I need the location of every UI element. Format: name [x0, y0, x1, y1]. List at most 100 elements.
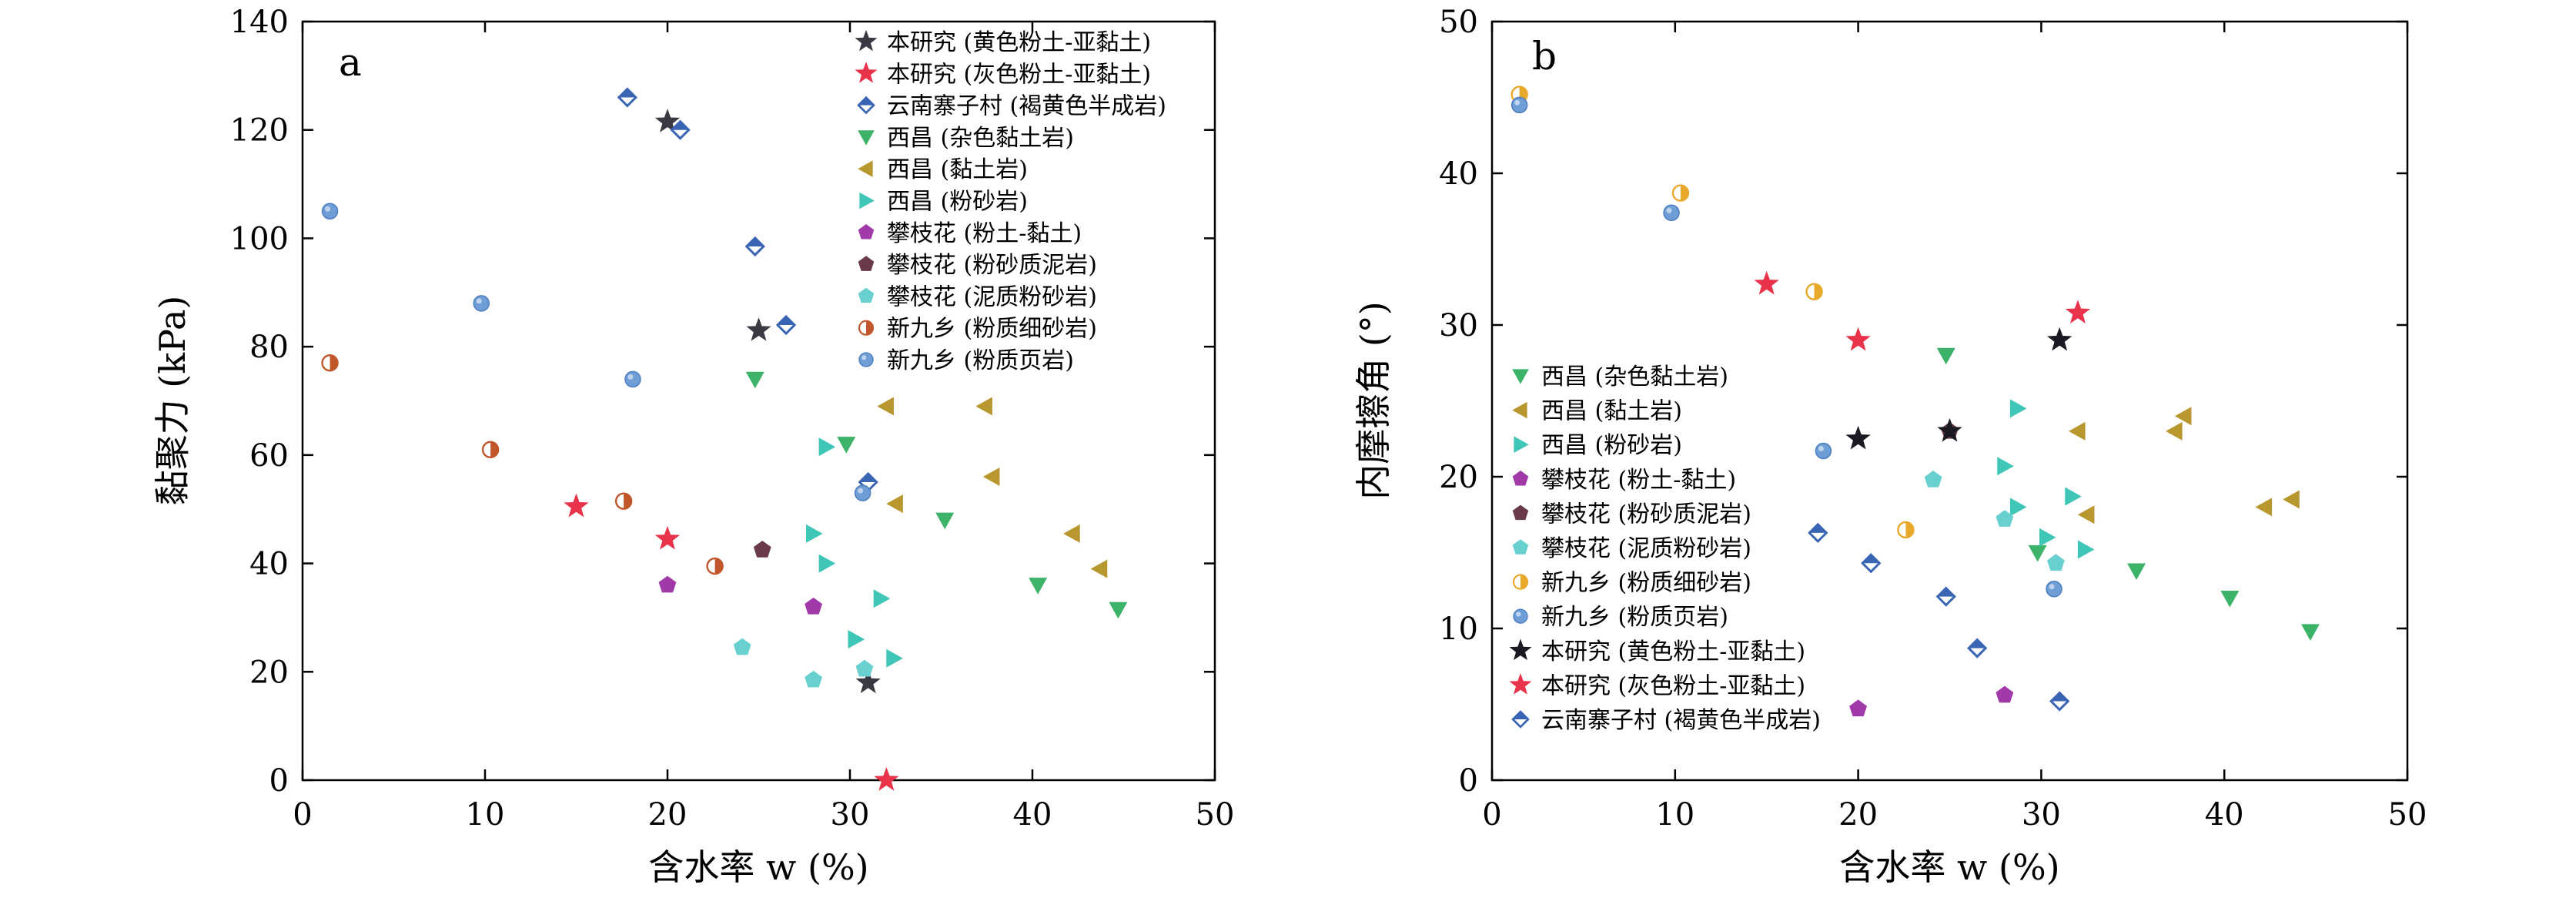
series-xc-clay	[2068, 407, 2300, 524]
legend-marker-xjx-silty-shale	[1513, 608, 1528, 624]
series-pzh-mud-silt	[733, 638, 874, 688]
legend-marker-pzh-silt-clay	[858, 224, 875, 240]
y-tick-label: 40	[249, 547, 289, 582]
y-tick-label: 0	[1459, 763, 1478, 799]
data-point-pzh-mud-silt	[855, 659, 874, 677]
data-point-xjx-silty-fine	[1671, 184, 1690, 202]
data-point-xc-silt	[873, 589, 891, 608]
y-tick-label: 60	[249, 438, 289, 474]
data-point-bys-yellow	[2047, 327, 2073, 351]
series-pzh-silt-clay	[658, 575, 823, 615]
data-point-pzh-mud-silt	[805, 670, 823, 688]
legend-marker-yn	[857, 95, 875, 115]
data-point-xc-silt	[2077, 540, 2095, 559]
series-xc-mixed	[745, 371, 1128, 619]
data-point-pzh-silt-clay	[805, 597, 823, 615]
legend: 本研究 (黄色粉土-亚黏土) 本研究 (灰色粉土-亚黏土) 云南寨子村 (褐黄色半成…	[855, 29, 1166, 374]
legend-label-yn: 云南寨子村 (褐黄色半成岩)	[1541, 707, 1821, 734]
legend-label-pzh-silty-mud: 攀枝花 (粉砂质泥岩)	[887, 252, 1097, 279]
series-xc-mixed	[1936, 347, 2320, 641]
data-point-xc-silt	[2065, 487, 2082, 506]
legend-label-xc-clay: 西昌 (黏土岩)	[1541, 398, 1682, 425]
data-point-xjx-silty-shale	[473, 295, 490, 312]
series-xjx-silty-shale	[321, 203, 871, 501]
plot-frame	[301, 20, 1216, 782]
legend-marker-xc-mixed	[858, 130, 875, 146]
legend-label-bys-yellow: 本研究 (黄色粉土-亚黏土)	[887, 29, 1151, 56]
data-point-xjx-silty-fine	[481, 441, 500, 459]
data-point-xc-clay	[877, 397, 894, 416]
data-point-xc-silt	[2039, 528, 2056, 547]
series-pzh-silt-clay	[1849, 685, 2014, 717]
data-point-xc-mixed	[2127, 563, 2146, 581]
legend-marker-yn	[1511, 710, 1530, 729]
x-tick-label: 40	[2205, 797, 2244, 833]
legend-label-xc-mixed: 西昌 (杂色黏土岩)	[887, 125, 1074, 152]
x-tick-label: 20	[1838, 797, 1878, 833]
series-xjx-silty-fine	[1510, 85, 1915, 539]
data-point-xjx-silty-fine	[614, 492, 633, 510]
data-point-xc-clay	[975, 397, 992, 416]
series-pzh-silty-mud	[753, 540, 771, 558]
panel-b-friction-angle-chart: 0 10 20 30 40 50 0 10 20 30 40 50 含水率 w (%) 内摩擦角 (°) b…	[1353, 5, 2427, 888]
data-point-bys-yellow	[855, 669, 881, 694]
data-point-xjx-silty-shale	[1815, 442, 1832, 460]
data-point-pzh-mud-silt	[1924, 470, 1942, 488]
legend-label-pzh-silt-clay: 攀枝花 (粉土-黏土)	[1541, 467, 1736, 494]
data-point-yn	[744, 236, 765, 257]
data-point-xjx-silty-fine	[321, 354, 339, 372]
legend-marker-xjx-silty-fine	[1512, 574, 1529, 590]
data-point-xjx-silty-shale	[854, 484, 871, 501]
data-point-bys-grey	[874, 767, 899, 791]
data-point-yn	[670, 119, 691, 140]
data-point-xc-mixed	[837, 437, 856, 454]
legend-label-xc-clay: 西昌 (黏土岩)	[887, 156, 1028, 183]
data-point-xc-mixed	[1109, 601, 1128, 619]
plot-frame	[1490, 20, 2409, 782]
series-yn	[617, 87, 878, 493]
series-yn	[1808, 522, 2070, 712]
data-point-xc-clay	[2077, 505, 2095, 524]
y-tick-label: 20	[1439, 460, 1478, 495]
data-point-xc-silt	[818, 554, 836, 573]
x-tick-label: 0	[1482, 797, 1501, 833]
data-point-pzh-silt-clay	[1849, 699, 1868, 717]
legend-label-pzh-mud-silt: 攀枝花 (泥质粉砂岩)	[887, 283, 1097, 310]
data-point-xc-clay	[2283, 490, 2300, 509]
data-point-bys-grey	[564, 493, 589, 518]
data-point-xc-mixed	[935, 512, 955, 530]
legend-marker-pzh-silty-mud	[1512, 504, 1529, 521]
panel-a-cohesion-chart: 0 10 20 30 40 50 0 20 40 60 80 100 120 140 含水率 w (%) 黏聚…	[152, 5, 1234, 888]
y-tick-label: 10	[1439, 612, 1478, 647]
legend-label-bys-grey: 本研究 (灰色粉土-亚黏土)	[887, 61, 1151, 88]
data-point-yn	[775, 314, 797, 336]
legend-marker-pzh-silt-clay	[1512, 471, 1529, 486]
y-axis-title: 黏聚力 (kPa)	[152, 296, 193, 506]
series-xc-clay	[877, 397, 1108, 578]
series-bys-yellow	[1845, 327, 2073, 450]
data-point-bys-yellow	[1845, 425, 1871, 450]
data-point-xc-clay	[2068, 421, 2086, 441]
data-point-xc-mixed	[2220, 591, 2240, 608]
y-tick-label: 80	[249, 330, 289, 365]
data-point-bys-grey	[2065, 300, 2091, 323]
legend-marker-xjx-silty-shale	[858, 352, 874, 367]
legend-marker-xc-clay	[858, 160, 873, 177]
legend-label-xc-silt: 西昌 (粉砂岩)	[887, 189, 1028, 216]
data-point-xjx-silty-fine	[1805, 283, 1823, 300]
data-point-pzh-mud-silt	[1996, 510, 2014, 527]
x-tick-label: 10	[466, 797, 505, 833]
series-bys-grey	[564, 493, 899, 791]
data-point-pzh-silt-clay	[1996, 685, 2014, 703]
y-axis-title: 内摩擦角 (°)	[1353, 301, 1394, 500]
y-tick-label: 140	[230, 5, 289, 40]
panel-letter: b	[1532, 34, 1557, 79]
legend-marker-pzh-silty-mud	[858, 256, 875, 271]
data-point-pzh-mud-silt	[733, 638, 751, 655]
x-tick-label: 40	[1013, 797, 1052, 833]
data-point-bys-yellow	[1937, 417, 1962, 442]
legend-label-xjx-silty-fine: 新九乡 (粉质细砂岩)	[1541, 570, 1751, 597]
data-point-yn	[1861, 553, 1882, 574]
legend-label-xjx-silty-shale: 新九乡 (粉质页岩)	[887, 347, 1074, 374]
